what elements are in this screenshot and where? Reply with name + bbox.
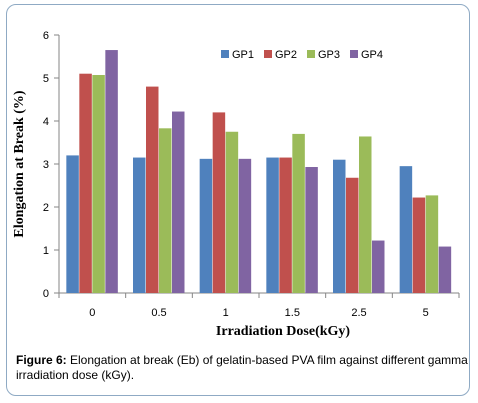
bar-gp4: [172, 111, 185, 293]
figure-caption: Figure 6: Elongation at break (Eb) of ge…: [16, 353, 468, 383]
caption-label: Figure 6:: [16, 353, 67, 367]
bar-gp4: [372, 240, 385, 293]
bar-gp3: [425, 195, 439, 293]
bar-gp1: [199, 158, 213, 293]
x-axis-title: Irradiation Dose(kGy): [216, 324, 351, 339]
bar-gp3: [292, 133, 305, 293]
y-axis-title: Elongation at Break (%): [12, 90, 27, 237]
y-tick-label: 0: [43, 288, 49, 300]
x-tick-label: 5: [423, 307, 429, 319]
legend-swatch-gp4: [350, 50, 358, 58]
bar-gp2: [346, 177, 359, 293]
bar-gp1: [333, 159, 346, 293]
x-tick-label: 0.5: [151, 307, 166, 319]
bar-gp3: [159, 128, 172, 293]
bar-gp2: [212, 112, 226, 294]
caption-text: Elongation at break (Eb) of gelatin-base…: [16, 353, 468, 382]
bar-gp1: [66, 155, 79, 293]
bar-gp3: [359, 136, 372, 293]
bar-gp1: [133, 157, 146, 293]
legend-label-gp4: GP4: [361, 49, 383, 61]
legend-swatch-gp2: [264, 50, 272, 58]
x-tick-label: 2.5: [351, 307, 366, 319]
bar-gp3: [225, 131, 239, 293]
legend-label-gp1: GP1: [232, 49, 254, 61]
bar-gp2: [279, 157, 292, 293]
legend-label-gp3: GP3: [318, 49, 340, 61]
legend-swatch-gp3: [307, 50, 315, 58]
legend-swatch-gp1: [221, 50, 229, 58]
bar-gp4: [105, 50, 118, 293]
y-tick-label: 2: [43, 202, 49, 214]
bar-gp4: [238, 158, 252, 293]
bar-gp1: [266, 157, 279, 293]
bar-gp4: [305, 167, 318, 293]
bar-gp4: [438, 246, 452, 293]
plot-area: 0 1 2 3 4 5 6 0 0.5 1 1.5 2.5 5 GP1 GP2 GP3 GP4: [43, 30, 460, 319]
bar-gp2: [412, 197, 426, 293]
y-tick-label: 5: [43, 73, 49, 85]
y-tick-label: 1: [43, 245, 49, 257]
x-tick-label: 1: [223, 307, 229, 319]
bar-chart: 0 1 2 3 4 5 6 0 0.5 1 1.5 2.5 5 GP1 GP2 GP3 GP4 Elongati…: [12, 30, 460, 339]
bar-gp2: [79, 73, 92, 293]
x-tick-label: 1.5: [285, 307, 300, 319]
x-tick-label: 0: [89, 307, 95, 319]
y-tick-label: 4: [43, 116, 49, 128]
y-tick-label: 3: [43, 159, 49, 171]
legend-label-gp2: GP2: [275, 49, 297, 61]
bar-gp3: [92, 74, 105, 294]
y-tick-label: 6: [43, 30, 49, 42]
bar-gp1: [399, 166, 413, 293]
bar-gp2: [146, 86, 159, 293]
